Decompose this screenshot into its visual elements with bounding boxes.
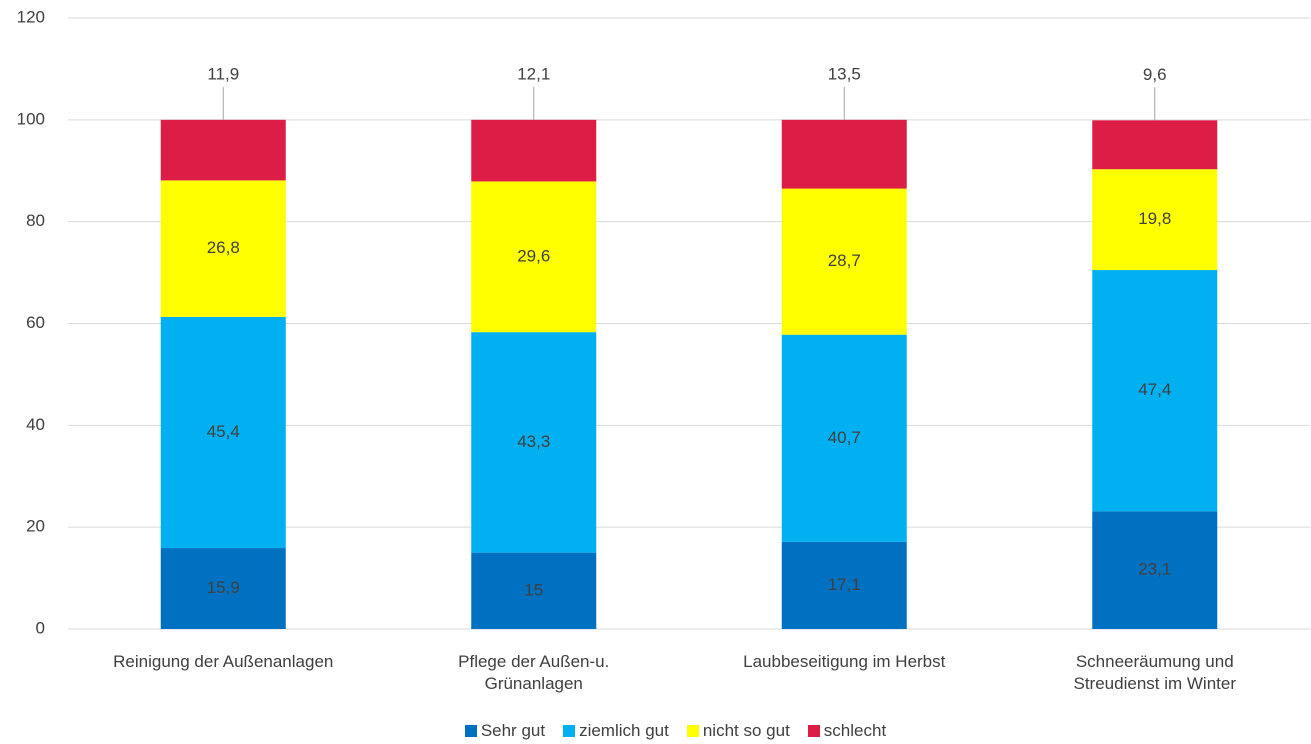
- legend-label: nicht so gut: [702, 721, 790, 740]
- x-tick-label: Pflege der Außen-u. Grünanlagen: [458, 652, 610, 693]
- bar-segment: [471, 332, 597, 553]
- bar-segment: [160, 180, 286, 317]
- legend-swatch: [807, 725, 820, 737]
- y-tick-label: 60: [26, 313, 45, 332]
- bar-segment: [471, 552, 597, 629]
- bar-segment: [781, 119, 907, 189]
- value-label: 11,9: [207, 64, 239, 83]
- bar-segment: [160, 548, 286, 629]
- value-label: 26,8: [207, 238, 240, 257]
- legend-item: Sehr gut: [464, 721, 546, 741]
- y-tick-label: 20: [26, 517, 45, 536]
- y-tick-label: 80: [26, 211, 45, 230]
- value-label: 45,4: [207, 422, 240, 441]
- bar-segment: [781, 541, 907, 629]
- y-tick-label: 40: [26, 415, 45, 434]
- bar-segment: [781, 188, 907, 335]
- value-label: 17,1: [828, 575, 861, 594]
- legend-label: ziemlich gut: [579, 721, 669, 740]
- bar-segment: [781, 334, 907, 542]
- value-label: 9,6: [1143, 65, 1167, 84]
- value-label: 15,9: [207, 578, 240, 597]
- legend-label: schlecht: [823, 721, 887, 740]
- value-label: 19,8: [1138, 209, 1171, 228]
- value-label: 12,1: [517, 64, 550, 83]
- x-tick-label: Schneeräumung und Streudienst im Winter: [1073, 652, 1237, 693]
- legend-label: Sehr gut: [480, 721, 546, 740]
- value-label: 40,7: [828, 428, 861, 447]
- legend-item: schlecht: [807, 721, 887, 741]
- bar-segment: [471, 119, 597, 182]
- value-label: 43,3: [517, 432, 550, 451]
- bar-segment: [160, 316, 286, 549]
- value-label: 13,5: [828, 64, 861, 83]
- bar-segment: [160, 119, 286, 181]
- legend-swatch: [563, 725, 576, 737]
- bar-segment: [1092, 120, 1218, 170]
- bar-segment: [1092, 511, 1218, 629]
- y-tick-label: 0: [36, 618, 45, 637]
- value-label: 28,7: [828, 251, 861, 270]
- bar-segment: [1092, 270, 1218, 512]
- legend-swatch: [464, 725, 477, 737]
- x-tick-label: Laubbeseitigung im Herbst: [743, 652, 946, 671]
- y-tick-label: 120: [17, 7, 45, 26]
- legend: Sehr gut ziemlich gut nicht so gut schlecht: [0, 721, 1311, 741]
- bar-segment: [1092, 169, 1218, 271]
- value-label: 15: [524, 580, 543, 599]
- value-label: 29,6: [517, 246, 550, 265]
- bar-segment: [471, 181, 597, 333]
- legend-swatch: [686, 725, 699, 737]
- value-label: 23,1: [1138, 560, 1171, 579]
- legend-item: nicht so gut: [686, 721, 790, 741]
- legend-item: ziemlich gut: [563, 721, 669, 741]
- value-label: 47,4: [1138, 380, 1171, 399]
- x-tick-label: Reinigung der Außenanlagen: [113, 652, 334, 671]
- y-tick-label: 100: [17, 109, 45, 128]
